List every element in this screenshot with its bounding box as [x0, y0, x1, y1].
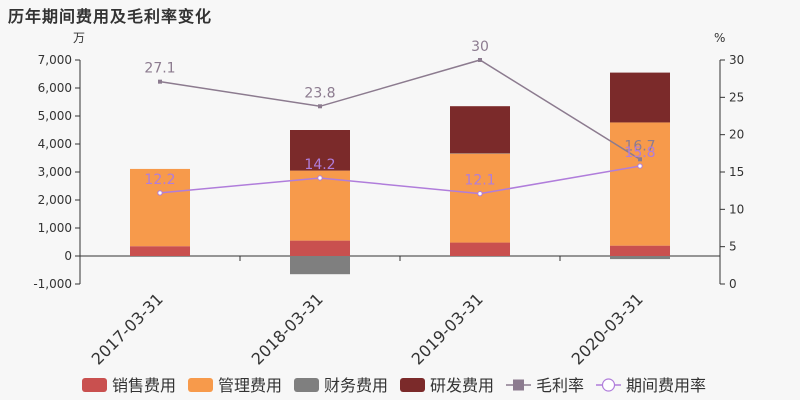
- point-期间费用率: [157, 190, 163, 196]
- legend-swatch-管理费用: [188, 378, 213, 392]
- left-tick-label: 0: [64, 249, 72, 263]
- right-tick-label: 15: [729, 165, 744, 179]
- legend-swatch-财务费用: [294, 378, 319, 392]
- legend-swatch-研发费用: [400, 378, 425, 392]
- right-tick-label: 25: [729, 90, 744, 104]
- left-tick-label: -1,000: [33, 277, 72, 291]
- legend-marker-期间费用率: [601, 378, 616, 392]
- legend-label: 研发费用: [430, 376, 494, 395]
- left-tick-label: 1,000: [38, 221, 72, 235]
- point-毛利率: [318, 104, 322, 109]
- bar-销售费用: [610, 245, 670, 256]
- legend-label: 管理费用: [218, 376, 282, 395]
- right-tick-label: 20: [729, 128, 744, 142]
- bar-财务费用: [290, 256, 350, 275]
- left-tick-label: 4,000: [38, 137, 72, 151]
- bar-研发费用: [450, 106, 510, 154]
- bar-管理费用: [130, 168, 190, 247]
- legend-label: 财务费用: [324, 376, 388, 395]
- chart-title: 历年期间费用及毛利率变化: [8, 7, 213, 26]
- bar-销售费用: [290, 240, 350, 256]
- right-tick-label: 10: [729, 202, 744, 216]
- left-tick-label: 3,000: [38, 165, 72, 179]
- x-tick-label: 2017-03-31: [88, 289, 167, 368]
- right-tick-label: 0: [729, 277, 737, 291]
- data-label-毛利率: 27.1: [144, 61, 175, 77]
- line-毛利率: [159, 59, 641, 160]
- left-tick-label: 2,000: [38, 193, 72, 207]
- right-tick-label: 30: [729, 53, 744, 67]
- left-tick-label: 5,000: [38, 109, 72, 123]
- point-毛利率: [478, 58, 482, 62]
- bar-财务费用: [610, 256, 670, 260]
- legend-label: 销售费用: [112, 376, 176, 395]
- left-axis-unit: 万: [73, 31, 85, 45]
- bar-销售费用: [130, 246, 190, 256]
- legend-label: 期间费用率: [626, 376, 706, 395]
- right-axis-unit: %: [714, 31, 725, 45]
- line-期间费用率: [159, 165, 641, 195]
- legend-marker-毛利率: [513, 379, 524, 391]
- point-期间费用率: [477, 190, 483, 197]
- bar-财务费用: [130, 256, 190, 257]
- x-tick-label: 2020-03-31: [568, 289, 647, 368]
- x-tick-label: 2018-03-31: [248, 289, 327, 368]
- bar-管理费用: [610, 122, 670, 246]
- point-毛利率: [638, 157, 642, 162]
- legend-label: 毛利率: [536, 376, 584, 395]
- bar-财务费用: [450, 153, 510, 154]
- bar-研发费用: [290, 130, 350, 171]
- left-tick-label: 6,000: [38, 81, 72, 95]
- data-label-毛利率: 23.8: [304, 85, 335, 101]
- point-毛利率: [158, 79, 162, 84]
- bar-销售费用: [450, 242, 510, 256]
- left-tick-label: 7,000: [38, 53, 72, 67]
- data-label-期间费用率: 14.2: [304, 157, 335, 173]
- bar-管理费用: [290, 170, 350, 241]
- data-label-毛利率: 16.7: [624, 138, 655, 154]
- bar-研发费用: [610, 72, 670, 123]
- bar-管理费用: [450, 153, 510, 243]
- point-期间费用率: [637, 163, 643, 169]
- x-tick-label: 2019-03-31: [408, 289, 487, 368]
- right-tick-label: 5: [729, 240, 737, 254]
- point-期间费用率: [317, 175, 323, 181]
- legend-swatch-销售费用: [82, 378, 107, 392]
- data-label-期间费用率: 12.2: [144, 172, 175, 188]
- data-label-期间费用率: 12.1: [464, 173, 495, 189]
- data-label-毛利率: 30: [471, 39, 489, 55]
- data-label-期间费用率: 15.8: [624, 145, 655, 161]
